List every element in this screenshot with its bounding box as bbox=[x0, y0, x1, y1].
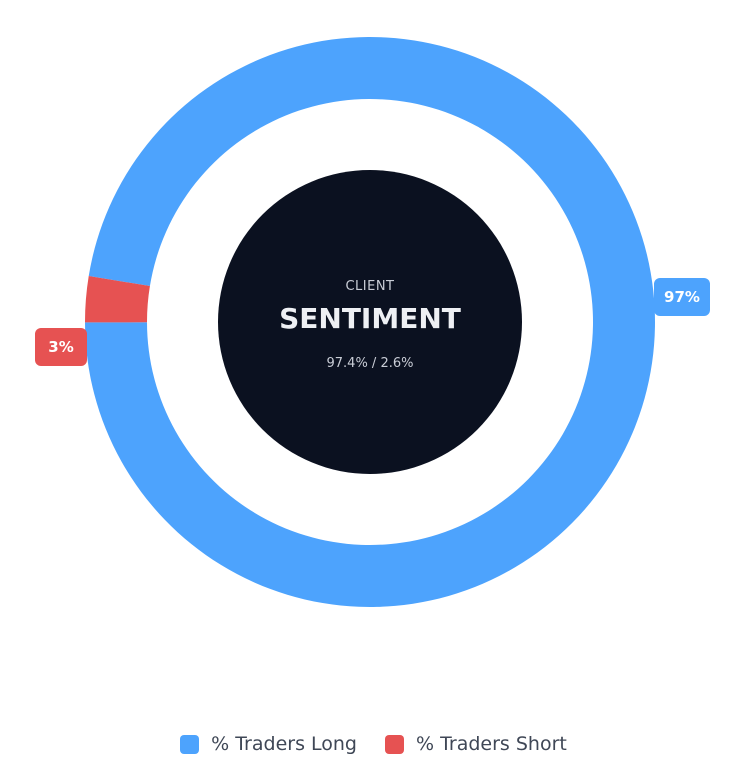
legend-item-long[interactable]: % Traders Long bbox=[180, 733, 357, 755]
legend-swatch-short bbox=[384, 734, 404, 754]
center-kicker: CLIENT bbox=[345, 279, 394, 294]
slice-traders-short[interactable] bbox=[85, 276, 150, 323]
chart-legend: % Traders Long % Traders Short bbox=[0, 733, 747, 755]
legend-label-short: % Traders Short bbox=[415, 733, 567, 755]
center-subtitle: 97.4% / 2.6% bbox=[327, 356, 414, 371]
legend-item-short[interactable]: % Traders Short bbox=[384, 733, 567, 755]
slice-labels-group: 97% 3% bbox=[35, 278, 710, 366]
slices-group bbox=[85, 37, 656, 608]
legend-swatch-long bbox=[180, 734, 200, 754]
slice-label-long-badge bbox=[654, 278, 710, 316]
slice-label-long: 97% bbox=[664, 288, 700, 306]
center-disc bbox=[218, 170, 522, 474]
center-title: SENTIMENT bbox=[279, 302, 461, 335]
legend-label-long: % Traders Long bbox=[211, 733, 357, 755]
slice-label-short-badge bbox=[35, 328, 87, 366]
slice-label-short: 3% bbox=[48, 338, 73, 356]
